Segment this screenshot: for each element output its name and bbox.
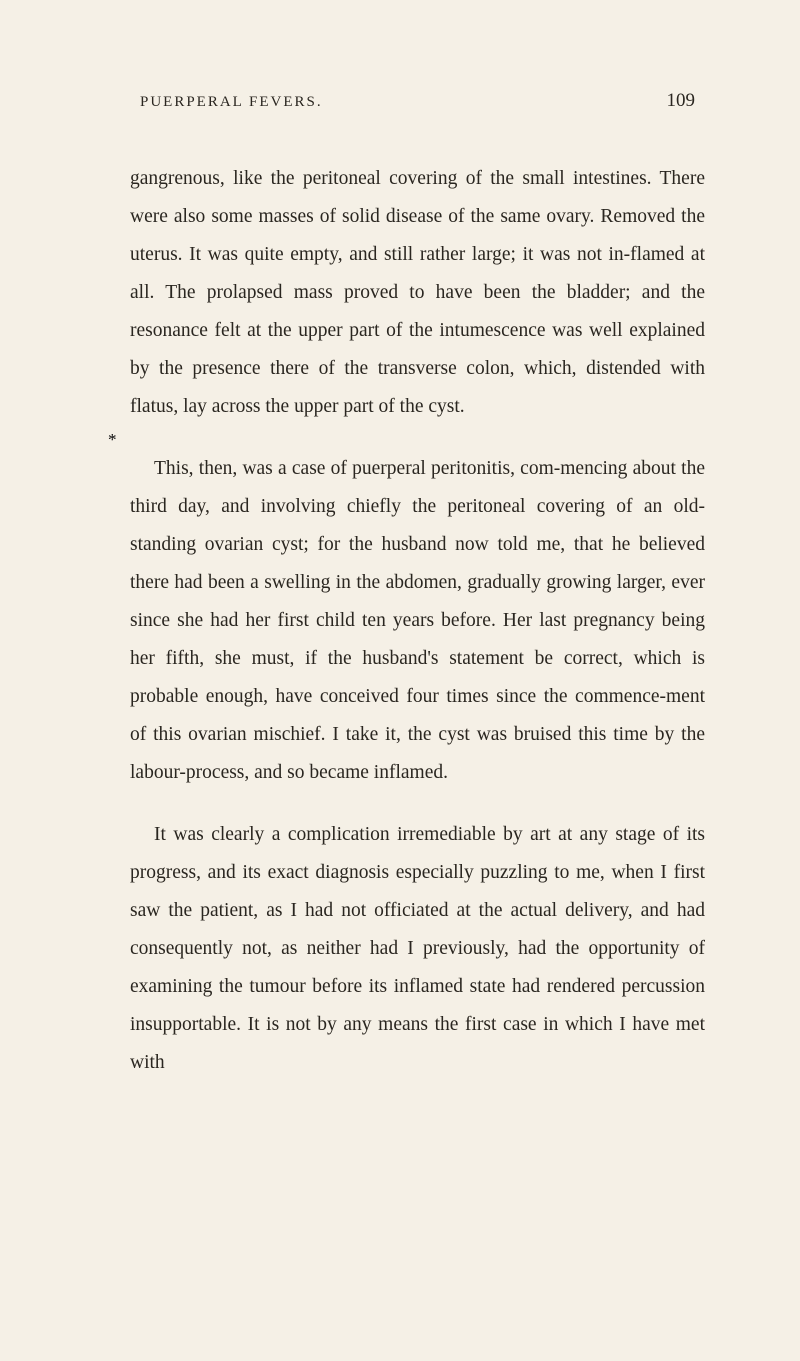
paragraph-3: It was clearly a complication irremediab… xyxy=(130,816,705,1082)
paragraph-2-text: This, then, was a case of puerperal peri… xyxy=(130,458,705,783)
body-text: gangrenous, like the peritoneal covering… xyxy=(130,160,705,1082)
page-header: PUERPERAL FEVERS. 109 xyxy=(130,90,705,112)
paragraph-1: gangrenous, like the peritoneal covering… xyxy=(130,160,705,426)
running-title: PUERPERAL FEVERS. xyxy=(140,94,323,111)
page-container: PUERPERAL FEVERS. 109 gangrenous, like t… xyxy=(0,0,800,1196)
margin-asterisk-icon: * xyxy=(108,430,117,450)
paragraph-2: This, then, was a case of puerperal peri… xyxy=(130,450,705,792)
page-number: 109 xyxy=(667,90,696,112)
